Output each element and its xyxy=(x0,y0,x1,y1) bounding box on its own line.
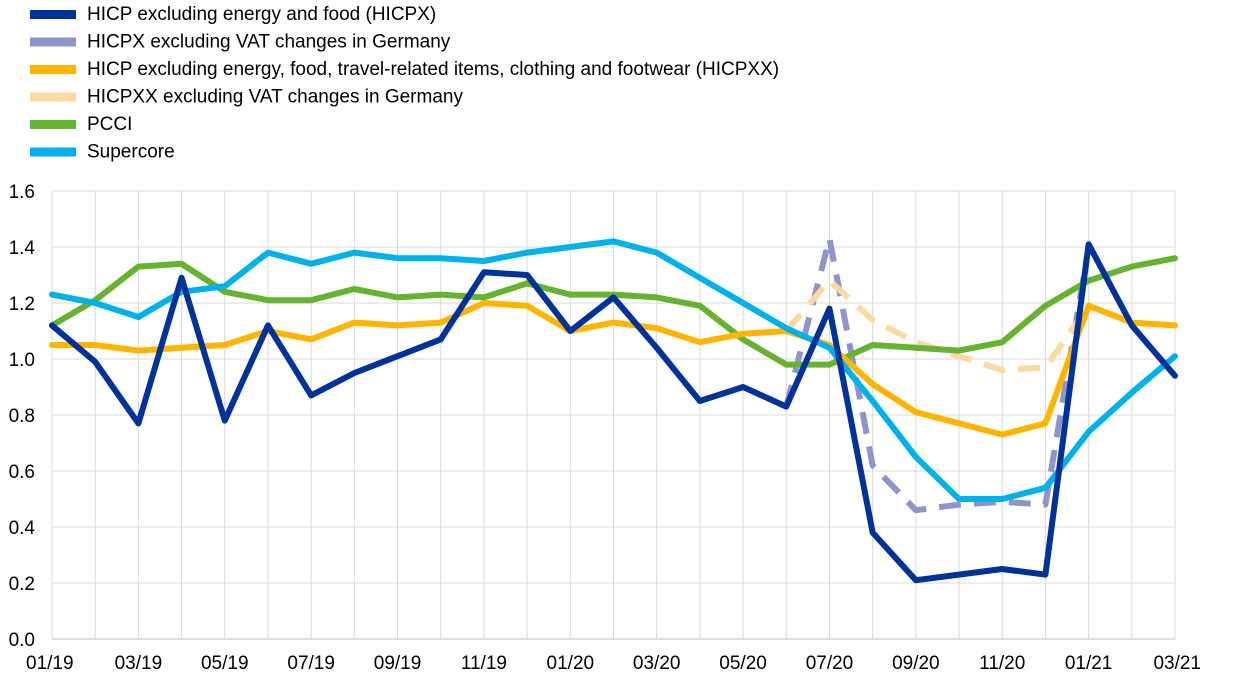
x-tick-label: 03/20 xyxy=(633,653,681,674)
y-tick-label: 0.8 xyxy=(9,406,35,427)
y-tick-label: 1.2 xyxy=(9,294,35,315)
x-tick-label: 03/19 xyxy=(115,653,163,674)
x-tick-label: 09/20 xyxy=(892,653,940,674)
x-tick-label: 07/19 xyxy=(287,653,335,674)
x-tick-label: 05/19 xyxy=(201,653,249,674)
chart-series xyxy=(49,235,1178,584)
y-tick-label: 1.4 xyxy=(9,238,36,259)
legend-label: PCCI xyxy=(87,114,132,135)
legend-swatch xyxy=(30,37,76,47)
series-line xyxy=(49,300,1178,438)
y-tick-label: 1.6 xyxy=(9,182,35,203)
chart-gridlines xyxy=(51,190,1176,640)
x-tick-label: 03/21 xyxy=(1153,653,1201,674)
legend-swatch xyxy=(30,120,76,129)
series-line xyxy=(49,238,1178,502)
x-tick-label: 01/20 xyxy=(547,653,595,674)
series-line xyxy=(783,235,1092,514)
y-axis: 0.0 0.2 0.4 0.6 0.8 1.0 1.2 1.4 1.6 xyxy=(9,182,36,651)
legend-label: HICPX excluding VAT changes in Germany xyxy=(87,32,451,53)
x-axis: 01/19 03/19 05/19 07/19 09/19 11/19 01/20 03/20… xyxy=(26,653,1201,674)
legend-swatch xyxy=(30,65,76,74)
y-tick-label: 0.2 xyxy=(9,574,35,595)
legend-label: HICP excluding energy and food (HICPX) xyxy=(87,4,436,25)
x-tick-label: 11/20 xyxy=(979,653,1025,674)
x-tick-label: 07/20 xyxy=(806,653,854,674)
y-tick-label: 1.0 xyxy=(9,350,35,371)
legend-swatch xyxy=(30,92,76,102)
legend-swatch xyxy=(30,147,76,157)
x-tick-label: 11/19 xyxy=(461,653,507,674)
y-tick-label: 0.4 xyxy=(9,518,36,539)
x-tick-label: 05/20 xyxy=(719,653,767,674)
y-tick-label: 0.6 xyxy=(9,462,35,483)
legend-label: HICP excluding energy, food, travel-rela… xyxy=(87,59,779,80)
legend-label: Supercore xyxy=(87,142,175,163)
x-tick-label: 01/19 xyxy=(26,653,74,674)
chart-legend: HICP excluding energy and food (HICPX) HI… xyxy=(30,4,779,163)
y-tick-label: 0.0 xyxy=(9,630,35,651)
legend-swatch xyxy=(30,10,76,19)
x-tick-label: 01/21 xyxy=(1065,653,1113,674)
x-tick-label: 09/19 xyxy=(374,653,422,674)
legend-label: HICPXX excluding VAT changes in Germany xyxy=(87,87,463,108)
series-line xyxy=(49,241,1178,584)
